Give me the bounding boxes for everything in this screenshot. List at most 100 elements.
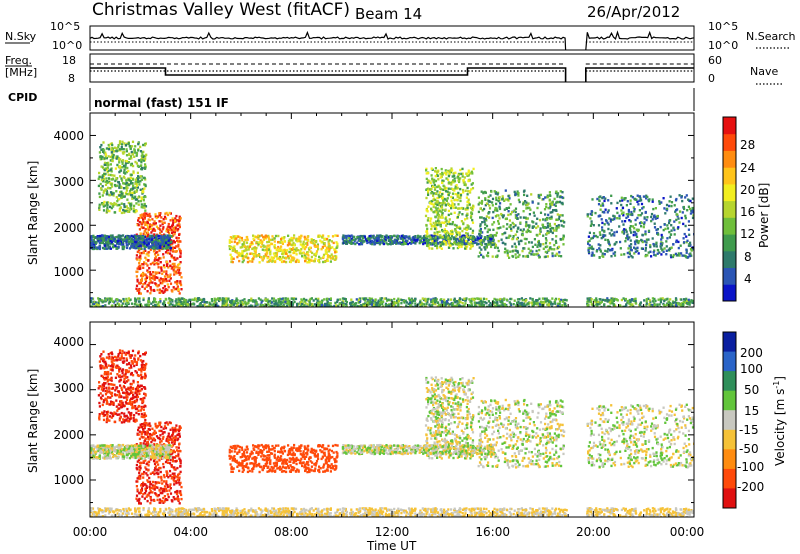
power-echo-cell	[670, 246, 673, 249]
power-echo-cell	[441, 242, 444, 245]
power-echo-cell	[604, 208, 607, 211]
power-echo-cell	[454, 238, 457, 241]
power-echo-cell	[241, 239, 244, 242]
power-echo-cell	[451, 222, 454, 226]
power-echo-cell	[175, 298, 178, 301]
power-echo-cell	[322, 260, 325, 264]
power-echo-cell	[279, 297, 282, 301]
power-echo-cell	[441, 230, 444, 233]
power-echo-cell	[116, 242, 119, 245]
power-echo-cell	[354, 238, 357, 241]
power-echo-cell	[262, 238, 265, 241]
power-echo-cell	[335, 304, 338, 307]
power-echo-cell	[266, 244, 269, 247]
power-echo-cell	[322, 234, 325, 237]
power-echo-cell	[596, 235, 599, 239]
power-echo-cell	[668, 236, 671, 239]
power-echo-cell	[690, 209, 693, 212]
power-echo-cell	[470, 245, 473, 249]
power-echo-cell	[92, 241, 95, 245]
power-echo-cell	[662, 228, 665, 232]
power-echo-cell	[168, 243, 171, 246]
power-echo-cell	[635, 235, 639, 238]
power-echo-cell	[622, 229, 625, 232]
power-echo-cell	[336, 242, 339, 245]
power-echo-cell	[436, 213, 439, 217]
power-echo-cell	[103, 189, 106, 193]
power-echo-cell	[497, 191, 500, 195]
power-echo-cell	[606, 221, 609, 225]
power-echo-cell	[172, 269, 175, 272]
power-echo-cell	[161, 227, 165, 231]
power-echo-cell	[351, 303, 354, 306]
power-echo-cell	[137, 245, 140, 248]
power-echo-cell	[446, 222, 449, 225]
power-echo-cell	[122, 148, 125, 151]
power-echo-cell	[136, 280, 139, 283]
power-echo-cell	[107, 244, 110, 247]
power-echo-cell	[590, 220, 593, 223]
power-echo-cell	[305, 237, 308, 241]
power-echo-cell	[447, 241, 451, 244]
power-echo-cell	[407, 237, 411, 240]
power-echo-cell	[627, 255, 630, 259]
power-echo-cell	[137, 241, 141, 244]
power-echo-cell	[172, 230, 175, 233]
power-echo-cell	[659, 245, 662, 248]
power-echo-cell	[167, 236, 170, 239]
power-echo-cell	[106, 191, 109, 194]
power-echo-cell	[246, 260, 249, 264]
power-echo-cell	[285, 249, 289, 252]
power-echo-cell	[400, 305, 403, 307]
power-echo-cell	[159, 231, 162, 234]
power-echo-cell	[142, 232, 145, 236]
power-echo-cell	[274, 260, 277, 264]
power-echo-cell	[109, 193, 112, 197]
power-echo-cell	[525, 223, 528, 226]
power-echo-cell	[213, 297, 216, 300]
power-echo-cell	[243, 241, 246, 244]
power-echo-cell	[632, 298, 635, 301]
power-echo-cell	[130, 234, 133, 238]
power-echo-cell	[546, 232, 549, 235]
power-echo-cell	[455, 226, 459, 229]
power-echo-cell	[629, 225, 632, 228]
power-echo-cell	[647, 297, 650, 300]
power-echo-cell	[660, 233, 663, 237]
power-echo-cell	[379, 297, 382, 300]
power-echo-cell	[611, 218, 614, 221]
power-echo-cell	[179, 252, 182, 255]
power-echo-cell	[485, 302, 488, 305]
power-echo-cell	[229, 253, 232, 256]
power-echo-cell	[137, 180, 140, 183]
power-echo-cell	[166, 283, 169, 286]
power-echo-cell	[290, 297, 293, 300]
power-echo-cell	[466, 245, 469, 248]
power-echo-cell	[102, 239, 105, 242]
power-echo-cell	[140, 213, 144, 216]
power-echo-cell	[316, 302, 319, 305]
power-echo-cell	[484, 223, 487, 226]
power-echo-cell	[151, 274, 155, 277]
power-echo-cell	[145, 275, 148, 278]
power-echo-cell	[310, 255, 313, 259]
power-echo-cell	[663, 247, 666, 250]
power-echo-cell	[384, 235, 387, 239]
power-echo-cell	[163, 290, 166, 293]
power-echo-cell	[153, 245, 156, 248]
power-echo-cell	[477, 301, 480, 304]
power-echo-cell	[287, 234, 290, 237]
power-echo-cell	[673, 204, 676, 207]
power-echo-cell	[127, 193, 130, 196]
power-echo-cell	[110, 206, 113, 210]
power-echo-cell	[625, 216, 628, 220]
power-echo-cell	[109, 163, 112, 166]
power-echo-cell	[151, 271, 155, 274]
power-echo-cell	[131, 153, 135, 156]
power-echo-cell	[345, 302, 348, 306]
power-echo-cell	[169, 273, 172, 276]
power-echo-cell	[114, 244, 117, 247]
power-echo-cell	[303, 235, 306, 239]
power-echo-cell	[385, 234, 388, 237]
power-echo-cell	[427, 189, 430, 193]
